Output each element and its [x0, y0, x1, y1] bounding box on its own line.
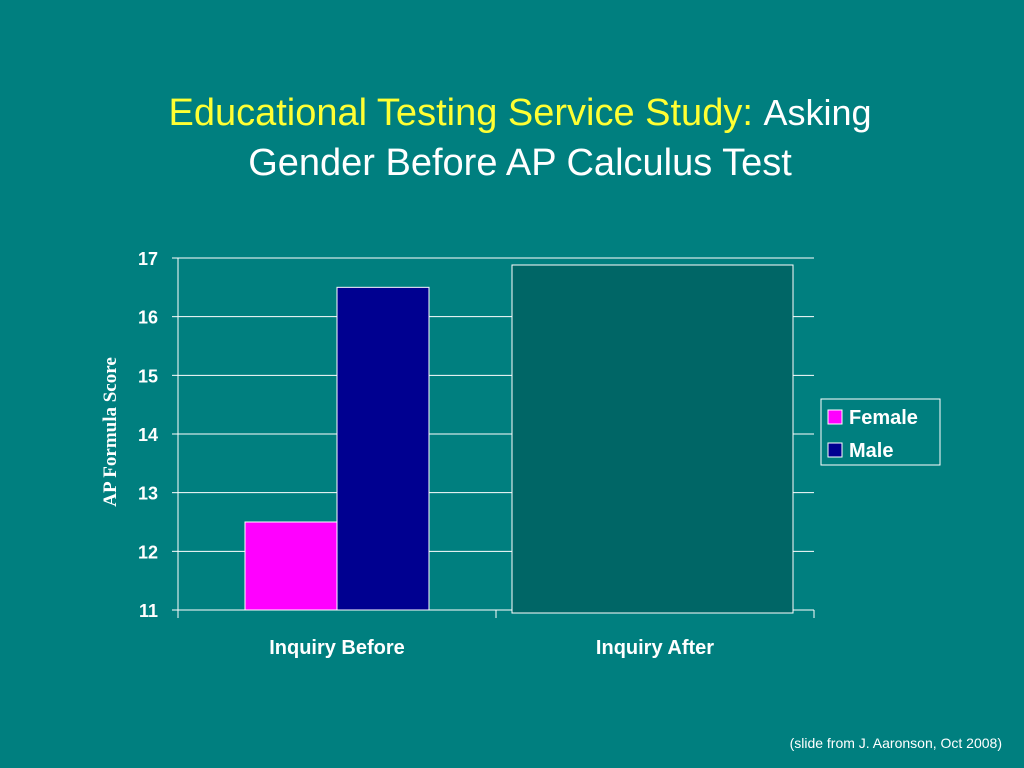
- bar-male: [336, 286, 430, 611]
- x-category-label: Inquiry After: [596, 637, 714, 659]
- y-tick-label: 16: [138, 308, 158, 328]
- y-axis-title: AP Formula Score: [100, 357, 121, 507]
- legend-box: [820, 398, 941, 466]
- y-tick-label: 17: [138, 249, 158, 269]
- legend-swatch-female: [827, 409, 843, 425]
- y-tick-label: 12: [138, 542, 158, 562]
- title-part-2: Asking: [763, 92, 872, 133]
- legend-label-male: Male: [849, 440, 893, 462]
- title-part-1: Educational Testing Service Study:: [168, 92, 753, 134]
- y-tick-label: 11: [139, 601, 158, 621]
- cover-box: [511, 264, 794, 614]
- x-category-label: Inquiry Before: [269, 637, 405, 659]
- slide-credit: (slide from J. Aaronson, Oct 2008): [789, 735, 1002, 751]
- bar-female: [244, 521, 338, 611]
- title-part-3: Gender Before AP Calculus Test: [248, 142, 792, 184]
- slide-title: Educational Testing Service Study: Askin…: [80, 88, 960, 188]
- legend-label-female: Female: [849, 407, 918, 429]
- y-tick-label: 14: [138, 425, 158, 445]
- y-tick-label: 15: [138, 366, 158, 386]
- legend-swatch-male: [827, 442, 843, 458]
- y-tick-label: 13: [138, 484, 158, 504]
